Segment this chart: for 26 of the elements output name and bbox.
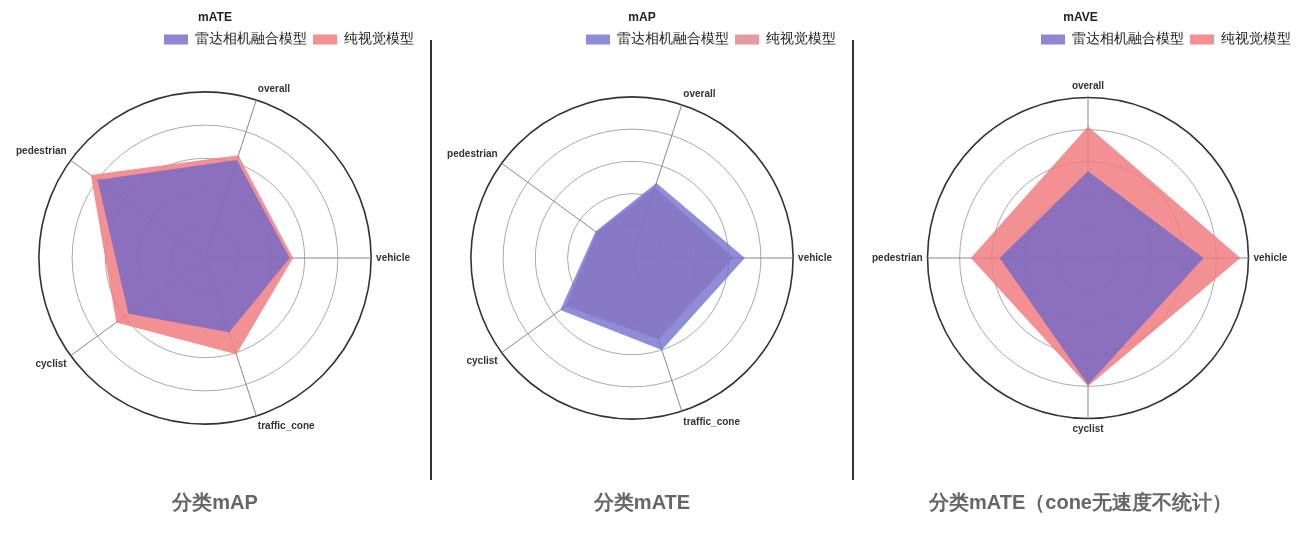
legend-label: 雷达相机融合模型 [1072,30,1184,47]
spoke-label: cyclist [1072,423,1105,435]
spoke-label: overall [1071,80,1105,92]
text: 分类mAP [171,490,258,513]
spoke-label: vehicle [376,251,411,263]
text: 分类mATE（cone无速度不统计） [928,490,1232,513]
spoke-label: traffic_cone [257,420,315,432]
chart-subtitle: mAVE [1063,9,1098,24]
spoke-label: pedestrian [871,251,923,263]
spoke-label: pedestrian [16,145,67,157]
spoke-label: pedestrian [447,148,498,160]
spoke-label: traffic_cone [683,415,741,427]
chart-subtitle: mAP [628,9,656,24]
legend-label: 纯视觉模型 [1221,30,1291,47]
legend-label: 雷达相机融合模型 [617,30,729,47]
legend-label: 雷达相机融合模型 [195,30,307,47]
chart-subtitle: mATE [198,9,232,24]
text: 分类mATE [592,490,691,513]
legend-label: 纯视觉模型 [344,30,414,47]
spoke-label: cyclist [35,358,68,370]
spoke-label: overall [257,83,291,95]
spoke-label: vehicle [1253,251,1288,263]
spoke-label: vehicle [798,251,833,263]
spoke-label: overall [683,87,716,99]
spoke-label: cyclist [466,355,499,367]
legend-label: 纯视觉模型 [766,30,836,47]
